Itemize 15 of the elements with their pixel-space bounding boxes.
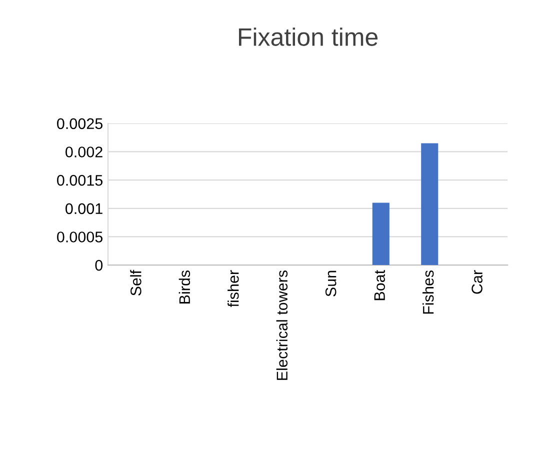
- x-tick-label: Electrical towers: [276, 270, 288, 380]
- y-tick-label: 0.001: [66, 203, 102, 214]
- x-tick-label: Car: [472, 270, 482, 294]
- y-tick-label: 0.0005: [57, 232, 103, 242]
- x-tick-label: Self: [130, 270, 142, 296]
- x-tick-label: Fishes: [422, 270, 434, 314]
- x-tick-label: Birds: [178, 270, 190, 304]
- y-tick-label: 0.0025: [57, 118, 103, 130]
- x-tick-label: fisher: [228, 270, 239, 308]
- chart-title: Fixation time: [239, 28, 378, 46]
- y-tick-label: 0.002: [66, 146, 102, 158]
- x-tick-label: Boat: [374, 270, 385, 300]
- y-tick-label: 0: [95, 260, 103, 271]
- x-tick-label: Sun: [325, 270, 336, 296]
- y-tick-label: 0.0015: [57, 174, 103, 186]
